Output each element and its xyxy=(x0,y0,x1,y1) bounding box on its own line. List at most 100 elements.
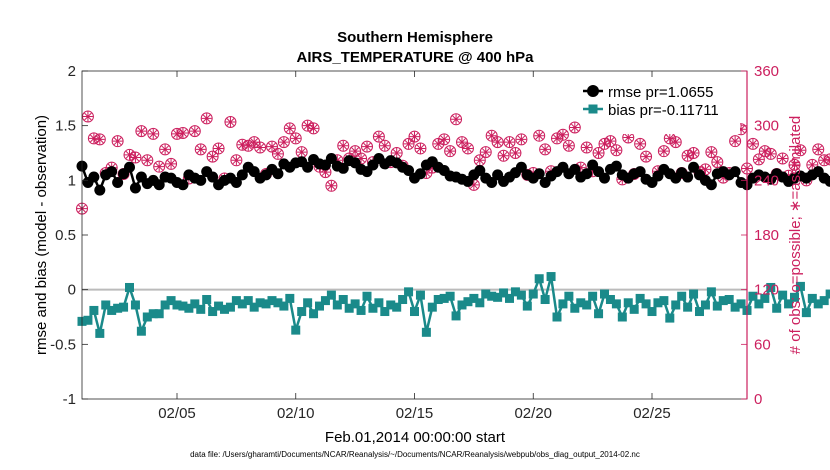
obs-possible-point xyxy=(491,136,504,149)
bias-point xyxy=(505,293,514,303)
obs-assimilated-point xyxy=(730,136,741,147)
bias-point xyxy=(623,298,633,308)
bias-point xyxy=(237,299,247,309)
rmse-point xyxy=(403,164,415,176)
obs-assimilated-point xyxy=(160,144,171,155)
bias-point xyxy=(499,288,509,298)
obs-possible-point xyxy=(188,125,201,138)
obs-possible-point xyxy=(788,158,801,171)
obs-assimilated-point xyxy=(148,128,159,139)
obs-possible-point xyxy=(135,125,148,138)
obs-possible-point xyxy=(533,129,546,142)
legend-rmse-label: rmse pr=1.0655 xyxy=(608,84,713,101)
bias-point xyxy=(677,291,687,301)
obs-assimilated-point xyxy=(332,155,343,166)
bias-point xyxy=(825,289,830,299)
obs-assimilated-point xyxy=(231,155,242,166)
bias-point xyxy=(718,296,728,306)
bias-point xyxy=(683,302,693,312)
obs-assimilated-point xyxy=(789,159,800,170)
bias-point xyxy=(392,302,402,312)
rmse-point xyxy=(94,184,106,196)
obs-assimilated-point xyxy=(142,155,153,166)
obs-assimilated-point xyxy=(688,148,699,158)
bias-point xyxy=(582,300,592,310)
obs-assimilated-point xyxy=(278,137,289,148)
bias-point xyxy=(225,302,235,312)
obs-possible-point xyxy=(776,152,789,165)
bias-point xyxy=(522,301,532,311)
obs-possible-point xyxy=(224,116,237,129)
bias-point xyxy=(588,291,598,301)
x-tick-label: 02/20 xyxy=(514,405,552,422)
obs-possible-point xyxy=(165,157,178,170)
obs-assimilated-point xyxy=(154,161,165,172)
y-tick-label: 1 xyxy=(68,172,76,189)
obs-assimilated-point xyxy=(670,137,681,148)
bias-point xyxy=(481,289,491,299)
x-axis-label: Feb.01,2014 00:00:00 start xyxy=(325,429,506,446)
y-right-tick-label: 240 xyxy=(754,172,779,189)
rmse-point xyxy=(236,169,248,181)
bias-point xyxy=(136,326,146,336)
bias-point xyxy=(653,298,663,308)
obs-possible-point xyxy=(212,142,225,155)
obs-possible-point xyxy=(378,139,391,152)
y-right-tick-label: 0 xyxy=(754,391,762,408)
obs-possible-point xyxy=(266,140,278,153)
legend-rmse-marker xyxy=(587,85,599,97)
bias-point xyxy=(546,272,556,282)
obs-possible-point xyxy=(289,132,302,145)
bias-point xyxy=(202,295,212,305)
obs-assimilated-point xyxy=(308,123,319,134)
bias-point xyxy=(184,303,194,313)
bias-point xyxy=(130,300,140,310)
bias-point xyxy=(665,313,675,323)
obs-assimilated-point xyxy=(807,159,818,170)
obs-assimilated-point xyxy=(177,127,188,138)
bias-point xyxy=(208,307,218,317)
obs-assimilated-point xyxy=(136,126,147,137)
obs-possible-point xyxy=(81,110,94,123)
bias-point xyxy=(285,293,295,303)
obs-possible-point xyxy=(509,147,522,159)
obs-assimilated-point xyxy=(468,179,479,190)
obs-possible-point xyxy=(634,137,647,150)
obs-assimilated-point xyxy=(569,122,580,133)
obs-assimilated-point xyxy=(605,136,616,147)
rmse-point xyxy=(112,177,124,189)
y-right-tick-label: 120 xyxy=(754,282,779,299)
obs-assimilated-point xyxy=(130,152,141,163)
rmse-point xyxy=(486,177,498,189)
bias-point xyxy=(297,307,307,317)
bias-point xyxy=(344,303,354,313)
obs-possible-point xyxy=(402,137,415,150)
obs-assimilated-point xyxy=(433,138,444,149)
bias-point xyxy=(813,299,823,309)
bias-point xyxy=(469,293,479,303)
bias-point xyxy=(724,295,734,305)
obs-assimilated-point xyxy=(237,139,248,150)
bias-point xyxy=(706,287,716,297)
rmse-point xyxy=(272,168,284,180)
bias-point xyxy=(510,287,520,297)
bias-point xyxy=(356,305,366,315)
obs-assimilated-point xyxy=(510,148,521,158)
bias-point xyxy=(303,298,313,308)
bias-point xyxy=(154,309,164,319)
bias-point xyxy=(273,298,283,308)
obs-assimilated-point xyxy=(427,162,438,173)
obs-possible-point xyxy=(539,143,552,156)
axes-layer: -1 -0.5 0 0.5 1 1.5 2 0 60 120 180 240 300 360 02/05 02… xyxy=(50,63,779,422)
obs-assimilated-point xyxy=(599,138,610,149)
obs-possible-point xyxy=(277,136,290,149)
obs-assimilated-point xyxy=(581,142,592,153)
bias-point xyxy=(487,291,497,301)
rmse-point xyxy=(688,161,700,173)
obs-possible-point xyxy=(444,145,457,158)
legend-bias-marker xyxy=(588,104,598,114)
obs-assimilated-point xyxy=(516,134,527,145)
bias-point xyxy=(611,299,621,309)
bias-point xyxy=(255,298,265,308)
